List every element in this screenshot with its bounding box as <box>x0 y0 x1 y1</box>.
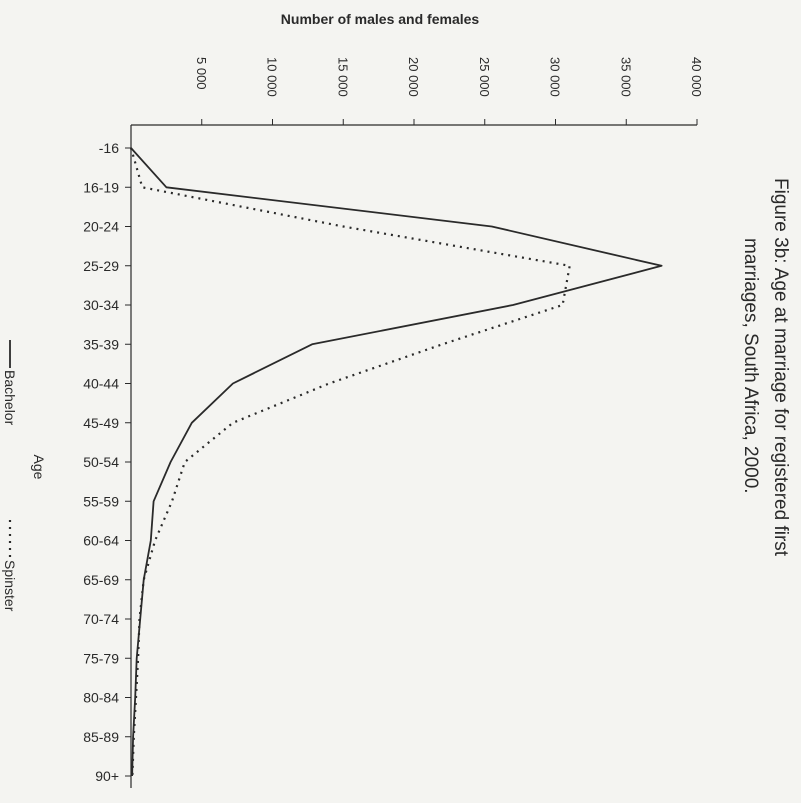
value-tick-label: 15 000 <box>335 57 350 97</box>
legend-label-spinster: Spinster <box>2 560 18 612</box>
figure-title-line: marriages, South Africa, 2000. <box>740 238 761 494</box>
value-tick-label: 30 000 <box>548 57 563 97</box>
series-line-spinster <box>129 147 571 777</box>
category-tick-label: 50-54 <box>83 454 119 470</box>
value-tick-label: 10 000 <box>265 57 280 97</box>
category-tick-label: 85-89 <box>83 729 119 745</box>
category-tick-label: 16-19 <box>83 179 119 195</box>
labels-group: Number of males and females Age Bachelor Sp… <box>2 11 791 612</box>
category-tick-label: 65-69 <box>83 572 119 588</box>
category-tick-label: 25-29 <box>83 258 119 274</box>
category-tick-label: 70-74 <box>83 611 119 627</box>
legend-label-bachelor: Bachelor <box>2 370 18 426</box>
series-group <box>129 147 663 777</box>
value-tick-label: 25 000 <box>477 57 492 97</box>
category-tick-label: 20-24 <box>83 219 119 235</box>
category-tick-label: 35-39 <box>83 336 119 352</box>
value-tick-label: 5 000 <box>194 57 209 90</box>
figure-title-group: Figure 3b: Age at marriage for registere… <box>740 178 791 557</box>
category-tick-label: 80-84 <box>83 690 119 706</box>
value-tick-label: 20 000 <box>406 57 421 97</box>
category-tick-label: 75-79 <box>83 650 119 666</box>
series-line-bachelor <box>130 147 663 777</box>
figure-title-line: Figure 3b: Age at marriage for registere… <box>770 178 791 557</box>
value-tick-label: 35 000 <box>618 57 633 97</box>
category-tick-label: 40-44 <box>83 376 119 392</box>
category-tick-label: 90+ <box>95 768 119 784</box>
value-axis-title: Number of males and females <box>281 11 480 27</box>
category-tick-label: 30-34 <box>83 297 119 313</box>
category-tick-label: 55-59 <box>83 493 119 509</box>
category-tick-label: 60-64 <box>83 533 119 549</box>
value-tick-label: 40 000 <box>689 57 704 97</box>
category-axis-title: Age <box>31 455 47 480</box>
legend: Bachelor Spinster <box>2 340 18 612</box>
category-tick-label: 45-49 <box>83 415 119 431</box>
category-tick-label: -16 <box>99 140 119 156</box>
axes: 5 000 10 000 15 000 20 000 25 000 30 000 35 00… <box>83 57 704 788</box>
